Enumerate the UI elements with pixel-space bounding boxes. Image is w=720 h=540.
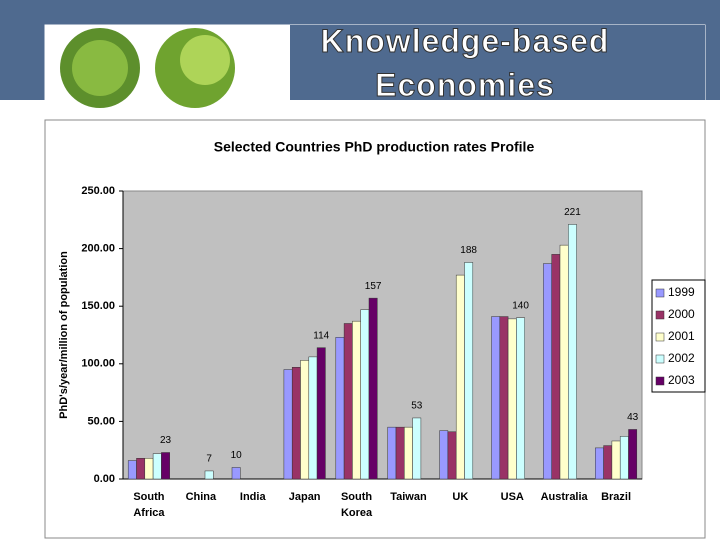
value-label: 157 xyxy=(365,281,382,292)
bar xyxy=(395,426,405,480)
leaf-image xyxy=(72,40,128,96)
bar xyxy=(603,445,613,480)
y-tick-label: 150.00 xyxy=(81,300,115,312)
value-label: 221 xyxy=(564,207,581,218)
x-tick-label: South Korea xyxy=(340,491,373,519)
bar xyxy=(204,470,214,480)
x-tick-label: China xyxy=(185,491,217,503)
x-tick-label: Japan xyxy=(288,491,321,503)
y-tick-label: 0.00 xyxy=(94,473,115,485)
y-tick-label: 50.00 xyxy=(87,415,115,427)
bar xyxy=(543,263,552,480)
slide-title: Knowledge-based Economies xyxy=(321,23,610,103)
bar xyxy=(144,458,154,480)
bar xyxy=(568,224,577,480)
bar xyxy=(231,467,241,480)
bar xyxy=(499,316,509,480)
y-tick-label: 100.00 xyxy=(81,358,115,370)
legend-label: 2000 xyxy=(668,307,695,321)
bar xyxy=(447,431,457,480)
bar xyxy=(628,429,638,480)
x-tick-label: Australia xyxy=(540,491,588,503)
value-label: 53 xyxy=(411,401,423,412)
bar xyxy=(152,453,162,480)
bar xyxy=(291,367,301,480)
bar xyxy=(316,347,326,480)
y-tick-label: 250.00 xyxy=(81,185,115,197)
bar xyxy=(619,436,629,480)
bar xyxy=(595,447,604,480)
leaf-image xyxy=(180,35,230,85)
chart-title: Selected Countries PhD production rates … xyxy=(214,139,535,155)
bar xyxy=(404,426,413,480)
bar xyxy=(491,316,501,480)
x-tick-label: Brazil xyxy=(601,491,632,503)
y-axis-label: PhD's/year/million of population xyxy=(58,251,70,419)
legend-swatch xyxy=(655,354,665,364)
legend-swatch xyxy=(655,332,665,342)
bar xyxy=(335,337,345,480)
bar xyxy=(136,458,146,480)
bar xyxy=(308,356,318,480)
bar xyxy=(368,297,378,480)
x-tick-label: UK xyxy=(452,491,469,503)
bar xyxy=(161,452,170,480)
value-label: 10 xyxy=(231,450,243,461)
x-tick-label: USA xyxy=(500,491,524,503)
bar xyxy=(559,244,569,480)
bar xyxy=(551,254,561,480)
title-band xyxy=(290,25,705,100)
y-tick-label: 200.00 xyxy=(81,243,115,255)
bar xyxy=(439,430,449,480)
bar xyxy=(387,426,397,480)
legend-swatch xyxy=(655,288,665,298)
value-label: 188 xyxy=(460,245,477,256)
legend-label: 2001 xyxy=(668,329,695,343)
bar xyxy=(343,323,353,480)
bar xyxy=(455,274,465,480)
legend-label: 2003 xyxy=(668,373,695,387)
bar xyxy=(300,360,310,480)
legend-swatch xyxy=(655,310,665,320)
legend-label: 2002 xyxy=(668,351,695,365)
bar xyxy=(283,369,293,480)
bar xyxy=(127,460,137,480)
value-label: 114 xyxy=(313,330,329,341)
bar xyxy=(412,417,422,480)
value-label: 43 xyxy=(627,412,639,423)
bar xyxy=(516,317,525,480)
value-label: 23 xyxy=(160,435,172,446)
bar xyxy=(464,262,474,480)
legend-label: 1999 xyxy=(668,285,695,299)
x-tick-label: Taiwan xyxy=(390,491,427,503)
bar xyxy=(507,318,517,480)
bar xyxy=(611,440,621,480)
bar xyxy=(360,309,370,480)
bar xyxy=(352,320,361,480)
x-tick-label: South Africa xyxy=(133,491,165,519)
x-tick-label: India xyxy=(239,491,266,503)
value-label: 7 xyxy=(206,454,212,465)
legend-swatch xyxy=(655,376,665,386)
value-label: 140 xyxy=(512,300,529,311)
